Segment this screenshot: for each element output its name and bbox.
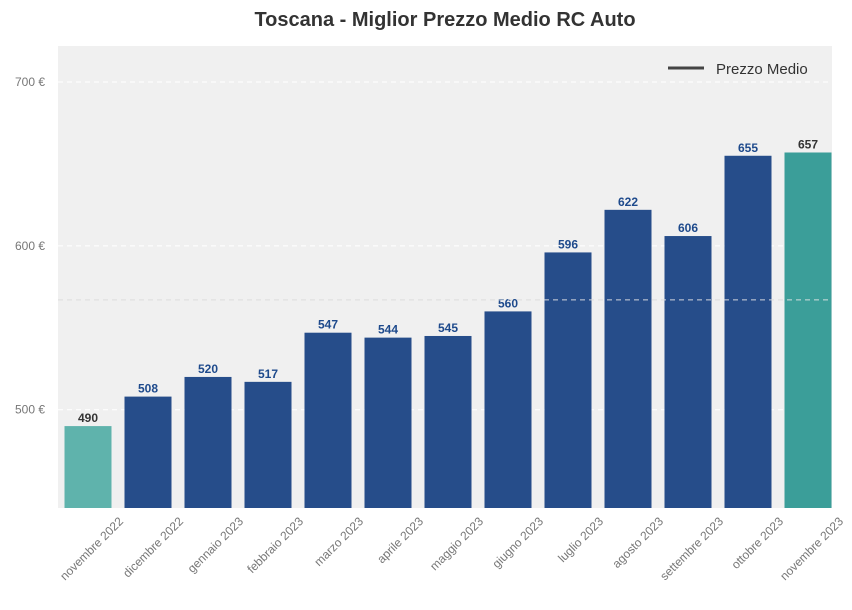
- y-tick-label: 500 €: [15, 403, 45, 417]
- x-tick-label: novembre 2023: [777, 514, 846, 583]
- x-tick-label: giugno 2023: [489, 514, 546, 571]
- x-tick-label: ottobre 2023: [729, 514, 787, 572]
- bar: [64, 426, 112, 508]
- bar: [484, 311, 532, 508]
- x-tick-label: gennaio 2023: [185, 514, 247, 576]
- bar-value-label: 545: [438, 321, 458, 335]
- x-tick-label: luglio 2023: [555, 514, 606, 565]
- bar: [784, 152, 832, 508]
- bar: [124, 396, 172, 508]
- bar: [304, 332, 352, 508]
- x-tick-label: settembre 2023: [657, 514, 726, 583]
- bar-value-label: 560: [498, 296, 518, 310]
- y-tick-label: 700 €: [15, 75, 45, 89]
- legend-label: Prezzo Medio: [716, 61, 808, 78]
- bar-value-label: 606: [678, 221, 698, 235]
- x-tick-label: novembre 2022: [57, 514, 126, 583]
- y-axis-ticks: 500 € 600 € 700 €: [15, 75, 45, 417]
- bar: [664, 236, 712, 509]
- bar: [604, 209, 652, 509]
- chart-title: Toscana - Miglior Prezzo Medio RC Auto: [254, 9, 635, 31]
- value-labels: 490 508 520 517 547 544 545 560 596 622 606 655 657: [58, 137, 832, 425]
- legend: Prezzo Medio: [668, 61, 808, 78]
- x-tick-label: febbraio 2023: [244, 514, 306, 576]
- x-tick-label: maggio 2023: [427, 514, 486, 573]
- bar-value-label: 490: [78, 411, 98, 425]
- y-tick-label: 600 €: [15, 239, 45, 253]
- x-tick-label: aprile 2023: [374, 514, 426, 566]
- bar: [424, 335, 472, 508]
- bars: [64, 152, 832, 509]
- bar-value-label: 544: [378, 323, 398, 337]
- bar: [544, 252, 592, 508]
- bar-value-label: 517: [258, 367, 278, 381]
- bar: [244, 381, 292, 508]
- bar: [724, 155, 772, 508]
- bar-value-label: 657: [798, 137, 818, 151]
- bar-value-label: 520: [198, 362, 218, 376]
- bar-value-label: 508: [138, 382, 158, 396]
- bar-value-label: 596: [558, 237, 578, 251]
- x-tick-label: marzo 2023: [311, 514, 366, 569]
- bar-value-label: 655: [738, 141, 758, 155]
- bar-value-label: 622: [618, 195, 638, 209]
- x-tick-label: agosto 2023: [610, 514, 667, 571]
- bar: [364, 337, 412, 508]
- bar-value-label: 547: [318, 318, 338, 332]
- bar: [184, 376, 232, 508]
- x-tick-label: dicembre 2022: [120, 514, 186, 580]
